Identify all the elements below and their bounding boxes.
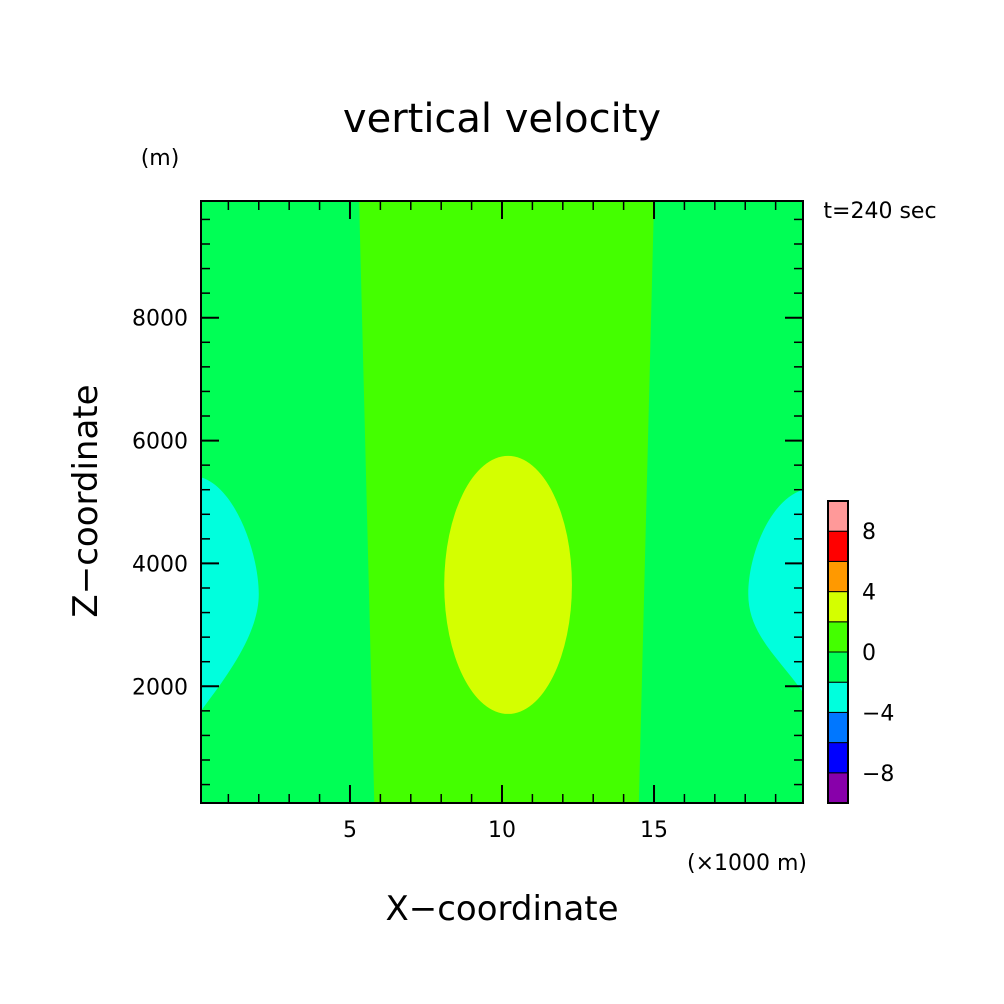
x-unit-label: (×1000 m): [687, 851, 807, 876]
contour-region-4: [201, 477, 259, 711]
colorbar-swatch: [827, 500, 849, 532]
colorbar-label: 4: [862, 581, 876, 606]
colorbar-swatch: [827, 681, 849, 713]
colorbar: −8 −4 0 4 8: [827, 500, 894, 804]
x-tick-label: 5: [343, 818, 357, 843]
colorbar-label: −4: [862, 701, 894, 726]
colorbar-label: 0: [862, 641, 876, 666]
colorbar-frame: [827, 500, 849, 804]
plot-area: [201, 201, 803, 803]
y-axis-label: Z−coordinate: [66, 384, 106, 617]
contour-region-3: [444, 455, 572, 714]
colorbar-label: −8: [862, 762, 894, 787]
colorbar-swatch: [827, 621, 849, 653]
y-unit-label: (m): [141, 146, 180, 171]
colorbar-swatch: [827, 530, 849, 562]
chart-title: vertical velocity: [343, 96, 661, 142]
x-tick-label: 10: [488, 818, 516, 843]
y-tick-label: 4000: [132, 552, 188, 577]
colorbar-swatch: [827, 560, 849, 593]
axes: 5 10 15 2000 4000 6000 8000: [132, 200, 804, 843]
y-tick-label: 8000: [132, 307, 188, 332]
colorbar-swatch: [827, 711, 849, 744]
x-axis-label: X−coordinate: [385, 889, 618, 929]
x-tick-label: 15: [640, 818, 668, 843]
y-tick-label: 6000: [132, 430, 188, 455]
colorbar-swatch: [827, 651, 849, 683]
contour-region-5: [748, 489, 803, 693]
colorbar-swatch: [827, 772, 849, 804]
y-tick-label: 2000: [132, 675, 188, 700]
colorbar-swatch: [827, 742, 849, 774]
time-label: t=240 sec: [823, 199, 936, 224]
colorbar-swatch: [827, 591, 849, 623]
colorbar-label: 8: [862, 520, 876, 545]
